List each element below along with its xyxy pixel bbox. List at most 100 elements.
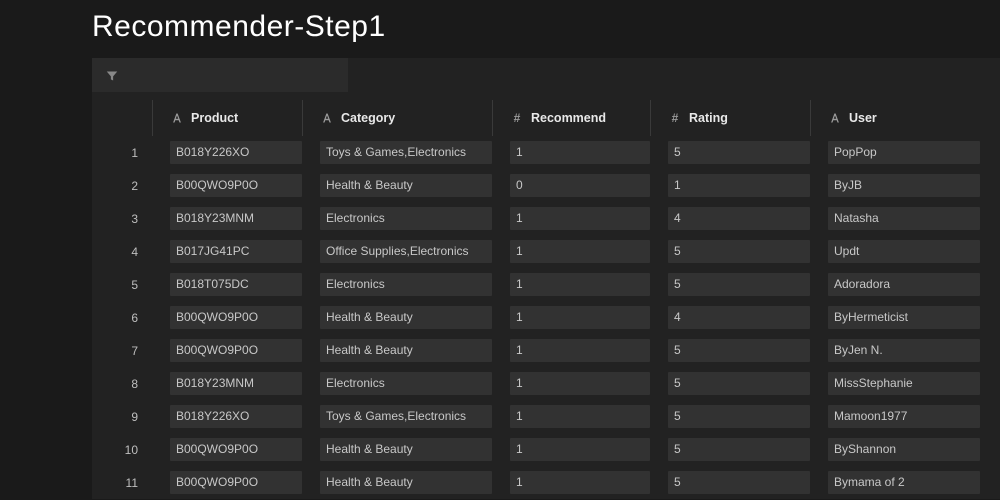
cell-recommend[interactable]: 1 bbox=[492, 268, 650, 301]
data-panel: Product Category # Recommend # Rating bbox=[92, 58, 1000, 499]
cell-rating[interactable]: 4 bbox=[650, 202, 810, 235]
cell-product[interactable]: B00QWO9P0O bbox=[152, 334, 302, 367]
cell-rating[interactable]: 5 bbox=[650, 268, 810, 301]
filter-bar[interactable] bbox=[92, 58, 348, 92]
cell-product-value: B018T075DC bbox=[170, 273, 302, 296]
cell-rating[interactable]: 5 bbox=[650, 136, 810, 169]
cell-rating[interactable]: 5 bbox=[650, 433, 810, 466]
cell-recommend[interactable]: 0 bbox=[492, 169, 650, 202]
cell-rating[interactable]: 5 bbox=[650, 466, 810, 499]
cell-rating-value: 5 bbox=[668, 339, 810, 362]
cell-rating[interactable]: 4 bbox=[650, 301, 810, 334]
cell-product[interactable]: B00QWO9P0O bbox=[152, 466, 302, 499]
table-row[interactable]: 2B00QWO9P0OHealth & Beauty01ByJB bbox=[92, 169, 1000, 202]
cell-product[interactable]: B00QWO9P0O bbox=[152, 169, 302, 202]
cell-user[interactable]: Bymama of 2 bbox=[810, 466, 980, 499]
column-recommend[interactable]: # Recommend bbox=[492, 100, 650, 136]
cell-product[interactable]: B017JG41PC bbox=[152, 235, 302, 268]
cell-user[interactable]: Adoradora bbox=[810, 268, 980, 301]
cell-product-value: B018Y23MNM bbox=[170, 207, 302, 230]
cell-rating-value: 1 bbox=[668, 174, 810, 197]
table-row[interactable]: 3B018Y23MNMElectronics14Natasha bbox=[92, 202, 1000, 235]
cell-product[interactable]: B018Y226XO bbox=[152, 136, 302, 169]
cell-user-value: Adoradora bbox=[828, 273, 980, 296]
cell-rating[interactable]: 5 bbox=[650, 367, 810, 400]
column-label: Rating bbox=[689, 111, 728, 125]
cell-product-value: B018Y23MNM bbox=[170, 372, 302, 395]
cell-recommend-value: 1 bbox=[510, 240, 650, 263]
cell-user-value: ByJB bbox=[828, 174, 980, 197]
cell-product[interactable]: B00QWO9P0O bbox=[152, 433, 302, 466]
text-type-icon bbox=[321, 112, 333, 124]
cell-product[interactable]: B018Y23MNM bbox=[152, 202, 302, 235]
cell-category-value: Health & Beauty bbox=[320, 306, 492, 329]
column-product[interactable]: Product bbox=[152, 100, 302, 136]
cell-user-value: ByShannon bbox=[828, 438, 980, 461]
cell-user[interactable]: ByJen N. bbox=[810, 334, 980, 367]
cell-user[interactable]: Updt bbox=[810, 235, 980, 268]
cell-product[interactable]: B018T075DC bbox=[152, 268, 302, 301]
cell-product[interactable]: B018Y226XO bbox=[152, 400, 302, 433]
row-index: 4 bbox=[92, 235, 152, 268]
cell-product[interactable]: B00QWO9P0O bbox=[152, 301, 302, 334]
cell-recommend[interactable]: 1 bbox=[492, 202, 650, 235]
cell-product-value: B00QWO9P0O bbox=[170, 438, 302, 461]
cell-recommend-value: 1 bbox=[510, 438, 650, 461]
cell-rating[interactable]: 5 bbox=[650, 334, 810, 367]
cell-product-value: B018Y226XO bbox=[170, 141, 302, 164]
cell-category[interactable]: Health & Beauty bbox=[302, 433, 492, 466]
table-row[interactable]: 6B00QWO9P0OHealth & Beauty14ByHermeticis… bbox=[92, 301, 1000, 334]
cell-category[interactable]: Health & Beauty bbox=[302, 301, 492, 334]
text-type-icon bbox=[829, 112, 841, 124]
cell-category[interactable]: Toys & Games,Electronics bbox=[302, 400, 492, 433]
cell-user[interactable]: ByShannon bbox=[810, 433, 980, 466]
cell-user[interactable]: Natasha bbox=[810, 202, 980, 235]
table-row[interactable]: 8B018Y23MNMElectronics15MissStephanie bbox=[92, 367, 1000, 400]
cell-recommend[interactable]: 1 bbox=[492, 400, 650, 433]
table-row[interactable]: 5B018T075DCElectronics15Adoradora bbox=[92, 268, 1000, 301]
cell-recommend[interactable]: 1 bbox=[492, 433, 650, 466]
cell-recommend-value: 1 bbox=[510, 273, 650, 296]
cell-category[interactable]: Health & Beauty bbox=[302, 169, 492, 202]
column-rating[interactable]: # Rating bbox=[650, 100, 810, 136]
cell-category[interactable]: Office Supplies,Electronics bbox=[302, 235, 492, 268]
cell-recommend[interactable]: 1 bbox=[492, 466, 650, 499]
table-row[interactable]: 7B00QWO9P0OHealth & Beauty15ByJen N. bbox=[92, 334, 1000, 367]
column-category[interactable]: Category bbox=[302, 100, 492, 136]
table-row[interactable]: 11B00QWO9P0OHealth & Beauty15Bymama of 2 bbox=[92, 466, 1000, 499]
cell-category[interactable]: Toys & Games,Electronics bbox=[302, 136, 492, 169]
table-row[interactable]: 4B017JG41PCOffice Supplies,Electronics 15… bbox=[92, 235, 1000, 268]
table-row[interactable]: 10B00QWO9P0OHealth & Beauty15ByShannon bbox=[92, 433, 1000, 466]
cell-recommend[interactable]: 1 bbox=[492, 301, 650, 334]
cell-product-value: B018Y226XO bbox=[170, 405, 302, 428]
cell-user[interactable]: Mamoon1977 bbox=[810, 400, 980, 433]
cell-user[interactable]: ByHermeticist bbox=[810, 301, 980, 334]
table-row[interactable]: 9B018Y226XOToys & Games,Electronics15Mam… bbox=[92, 400, 1000, 433]
cell-user[interactable]: ByJB bbox=[810, 169, 980, 202]
cell-user[interactable]: MissStephanie bbox=[810, 367, 980, 400]
cell-product-value: B00QWO9P0O bbox=[170, 174, 302, 197]
cell-product[interactable]: B018Y23MNM bbox=[152, 367, 302, 400]
cell-category-value: Health & Beauty bbox=[320, 339, 492, 362]
cell-rating[interactable]: 5 bbox=[650, 235, 810, 268]
cell-recommend[interactable]: 1 bbox=[492, 136, 650, 169]
column-label: Product bbox=[191, 111, 238, 125]
cell-rating[interactable]: 1 bbox=[650, 169, 810, 202]
cell-rating[interactable]: 5 bbox=[650, 400, 810, 433]
cell-recommend[interactable]: 1 bbox=[492, 334, 650, 367]
cell-category[interactable]: Health & Beauty bbox=[302, 334, 492, 367]
cell-recommend-value: 0 bbox=[510, 174, 650, 197]
data-table: Product Category # Recommend # Rating bbox=[92, 100, 1000, 499]
column-user[interactable]: User bbox=[810, 100, 980, 136]
cell-recommend[interactable]: 1 bbox=[492, 367, 650, 400]
cell-recommend-value: 1 bbox=[510, 207, 650, 230]
cell-recommend[interactable]: 1 bbox=[492, 235, 650, 268]
table-body: 1B018Y226XOToys & Games,Electronics15Pop… bbox=[92, 136, 1000, 499]
table-row[interactable]: 1B018Y226XOToys & Games,Electronics15Pop… bbox=[92, 136, 1000, 169]
cell-category[interactable]: Electronics bbox=[302, 367, 492, 400]
cell-user[interactable]: PopPop bbox=[810, 136, 980, 169]
cell-category[interactable]: Electronics bbox=[302, 268, 492, 301]
cell-category[interactable]: Electronics bbox=[302, 202, 492, 235]
cell-category[interactable]: Health & Beauty bbox=[302, 466, 492, 499]
cell-recommend-value: 1 bbox=[510, 306, 650, 329]
